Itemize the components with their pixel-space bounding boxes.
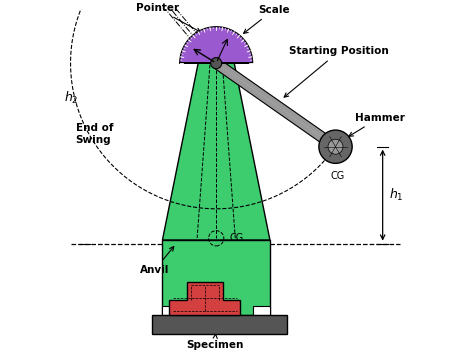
- Text: Scale: Scale: [244, 5, 290, 33]
- Polygon shape: [213, 59, 338, 151]
- Text: Starting Position: Starting Position: [284, 46, 389, 97]
- Text: $h_1$: $h_1$: [389, 187, 403, 203]
- Circle shape: [210, 57, 222, 69]
- Polygon shape: [163, 63, 270, 240]
- Text: Pointer: Pointer: [136, 3, 201, 32]
- Text: Specimen: Specimen: [186, 334, 243, 350]
- Polygon shape: [253, 306, 270, 314]
- Circle shape: [319, 130, 352, 163]
- Polygon shape: [169, 282, 240, 314]
- Text: CG: CG: [330, 171, 345, 181]
- Text: Anvil: Anvil: [140, 247, 174, 275]
- Polygon shape: [163, 306, 180, 314]
- Text: Hammer: Hammer: [349, 113, 404, 136]
- Bar: [152, 314, 287, 334]
- Polygon shape: [163, 240, 270, 314]
- Circle shape: [328, 139, 343, 154]
- Text: End of
Swing: End of Swing: [76, 123, 113, 145]
- Text: CG: CG: [229, 233, 244, 243]
- Text: $h_2$: $h_2$: [64, 89, 79, 106]
- Polygon shape: [180, 27, 253, 63]
